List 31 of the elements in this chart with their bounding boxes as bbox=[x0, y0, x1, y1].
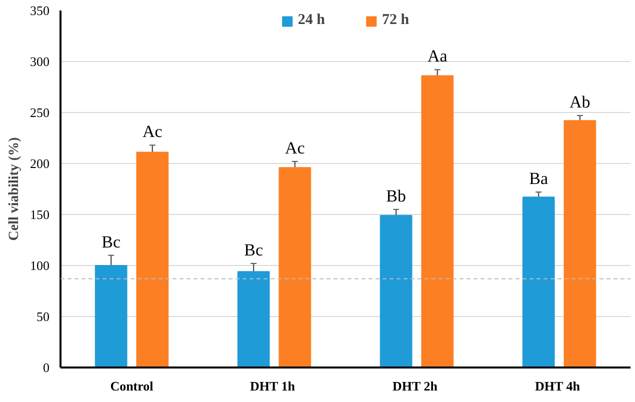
bar bbox=[380, 215, 412, 368]
data-label: Bc bbox=[244, 240, 264, 260]
bar bbox=[564, 120, 596, 368]
data-label: Aa bbox=[428, 46, 448, 66]
y-tick-label: 50 bbox=[36, 309, 50, 324]
data-label: Ac bbox=[285, 138, 306, 158]
x-tick-label: DHT 1h bbox=[250, 378, 296, 394]
x-tick-label: DHT 4h bbox=[535, 378, 581, 394]
data-label: Ac bbox=[142, 122, 163, 142]
legend-label: 24 h bbox=[298, 12, 325, 29]
y-tick-label: 250 bbox=[30, 105, 50, 120]
y-tick-label: 200 bbox=[30, 156, 50, 171]
bar bbox=[94, 265, 128, 368]
data-label: Bc bbox=[102, 232, 121, 252]
x-tick-label: DHT 2h bbox=[392, 378, 438, 394]
data-label: Ba bbox=[529, 169, 548, 188]
y-tick-label: 300 bbox=[30, 54, 50, 69]
bar bbox=[237, 271, 270, 368]
bar bbox=[278, 167, 312, 368]
data-label: Ab bbox=[570, 92, 590, 112]
y-tick-label: 0 bbox=[43, 360, 50, 375]
legend-label: 72 h bbox=[382, 12, 410, 29]
y-tick-label: 350 bbox=[30, 3, 50, 18]
bar bbox=[136, 152, 169, 368]
y-axis-title: Cell viability (%) bbox=[7, 136, 22, 241]
y-tick-label: 100 bbox=[30, 258, 50, 273]
data-label: Bb bbox=[386, 186, 406, 206]
y-tick-label: 150 bbox=[30, 207, 50, 222]
bar bbox=[522, 196, 555, 368]
x-tick-label: Control bbox=[110, 378, 154, 394]
bar bbox=[421, 75, 454, 368]
